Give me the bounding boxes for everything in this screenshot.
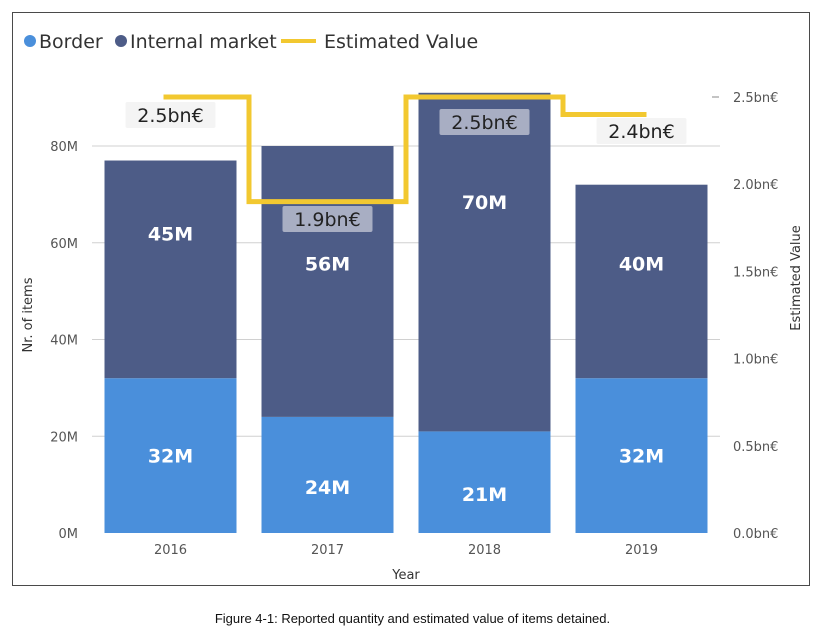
bar-internal-market <box>261 146 394 417</box>
estimated-value-label: 2.5bn€ <box>137 105 203 127</box>
y2-tick-label: 0.5bn€ <box>733 440 778 455</box>
line-layer: 2.5bn€ 1.9bn€ 2.5bn€ 2.4bn€ <box>125 94 687 232</box>
bar-internal-market <box>418 92 551 432</box>
axis-layer: 0M 20M 40M 60M 80M 0.0bn€ 0.5bn€ 1.0bn€ 1.5bn€ 2.… <box>21 91 804 583</box>
x-tick-label: 2017 <box>311 543 344 558</box>
bar-data-label: 24M <box>305 477 350 499</box>
estimated-value-label-bg <box>282 206 373 232</box>
legend-label-internal-market: Internal market <box>130 31 277 53</box>
estimated-value-label-bg <box>596 118 687 144</box>
bar-data-label: 45M <box>148 223 193 245</box>
estimated-value-label: 2.5bn€ <box>451 112 517 134</box>
y-tick-label: 60M <box>50 237 78 252</box>
bar-data-label: 40M <box>619 253 664 275</box>
bar-internal-market <box>104 160 237 379</box>
y2-tick-label: 1.0bn€ <box>733 353 778 368</box>
legend: Border Internal market Estimated Value <box>24 31 478 53</box>
y-tick-label: 0M <box>59 527 79 542</box>
bar-border <box>261 416 394 533</box>
bar-data-label: 56M <box>305 253 350 275</box>
estimated-value-line <box>163 94 647 205</box>
chart-frame: 32M 45M 24M 56M 21M 70M 32M 40M 2.5bn€ 1.9bn€ 2.5… <box>12 12 810 586</box>
y2-axis-title: Estimated Value <box>789 225 804 331</box>
figure-caption: Figure 4-1: Reported quantity and estima… <box>214 611 611 626</box>
bar-border <box>575 378 708 533</box>
legend-label-border: Border <box>39 31 103 53</box>
legend-marker-internal-market <box>115 35 127 47</box>
y2-tick-label: 1.5bn€ <box>733 265 778 280</box>
bar-data-label: 70M <box>462 192 507 214</box>
y2-tick-label: 2.0bn€ <box>733 178 778 193</box>
legend-marker-border <box>24 35 36 47</box>
x-tick-label: 2019 <box>625 543 658 558</box>
y2-tick-label: 2.5bn€ <box>733 91 778 106</box>
bar-border <box>418 431 551 533</box>
legend-label-estimated-value: Estimated Value <box>324 31 478 53</box>
bar-data-label: 32M <box>148 446 193 468</box>
estimated-value-label: 2.4bn€ <box>608 121 674 143</box>
x-axis-title: Year <box>391 568 420 583</box>
y-axis-title: Nr. of items <box>21 277 36 352</box>
x-tick-label: 2018 <box>468 543 501 558</box>
estimated-value-label-bg <box>125 102 216 128</box>
bar-data-label: 32M <box>619 446 664 468</box>
estimated-value-label-bg <box>439 109 530 135</box>
x-tick-label: 2016 <box>154 543 187 558</box>
bar-layer: 32M 45M 24M 56M 21M 70M 32M 40M <box>104 92 708 533</box>
bar-data-label: 21M <box>462 484 507 506</box>
estimated-value-label: 1.9bn€ <box>294 209 360 231</box>
y-tick-label: 20M <box>50 430 78 445</box>
bar-border <box>104 378 237 533</box>
y2-tick-label: 0.0bn€ <box>733 527 778 542</box>
y-tick-label: 40M <box>50 334 78 349</box>
bar-internal-market <box>575 184 708 379</box>
y-tick-label: 80M <box>50 140 78 155</box>
